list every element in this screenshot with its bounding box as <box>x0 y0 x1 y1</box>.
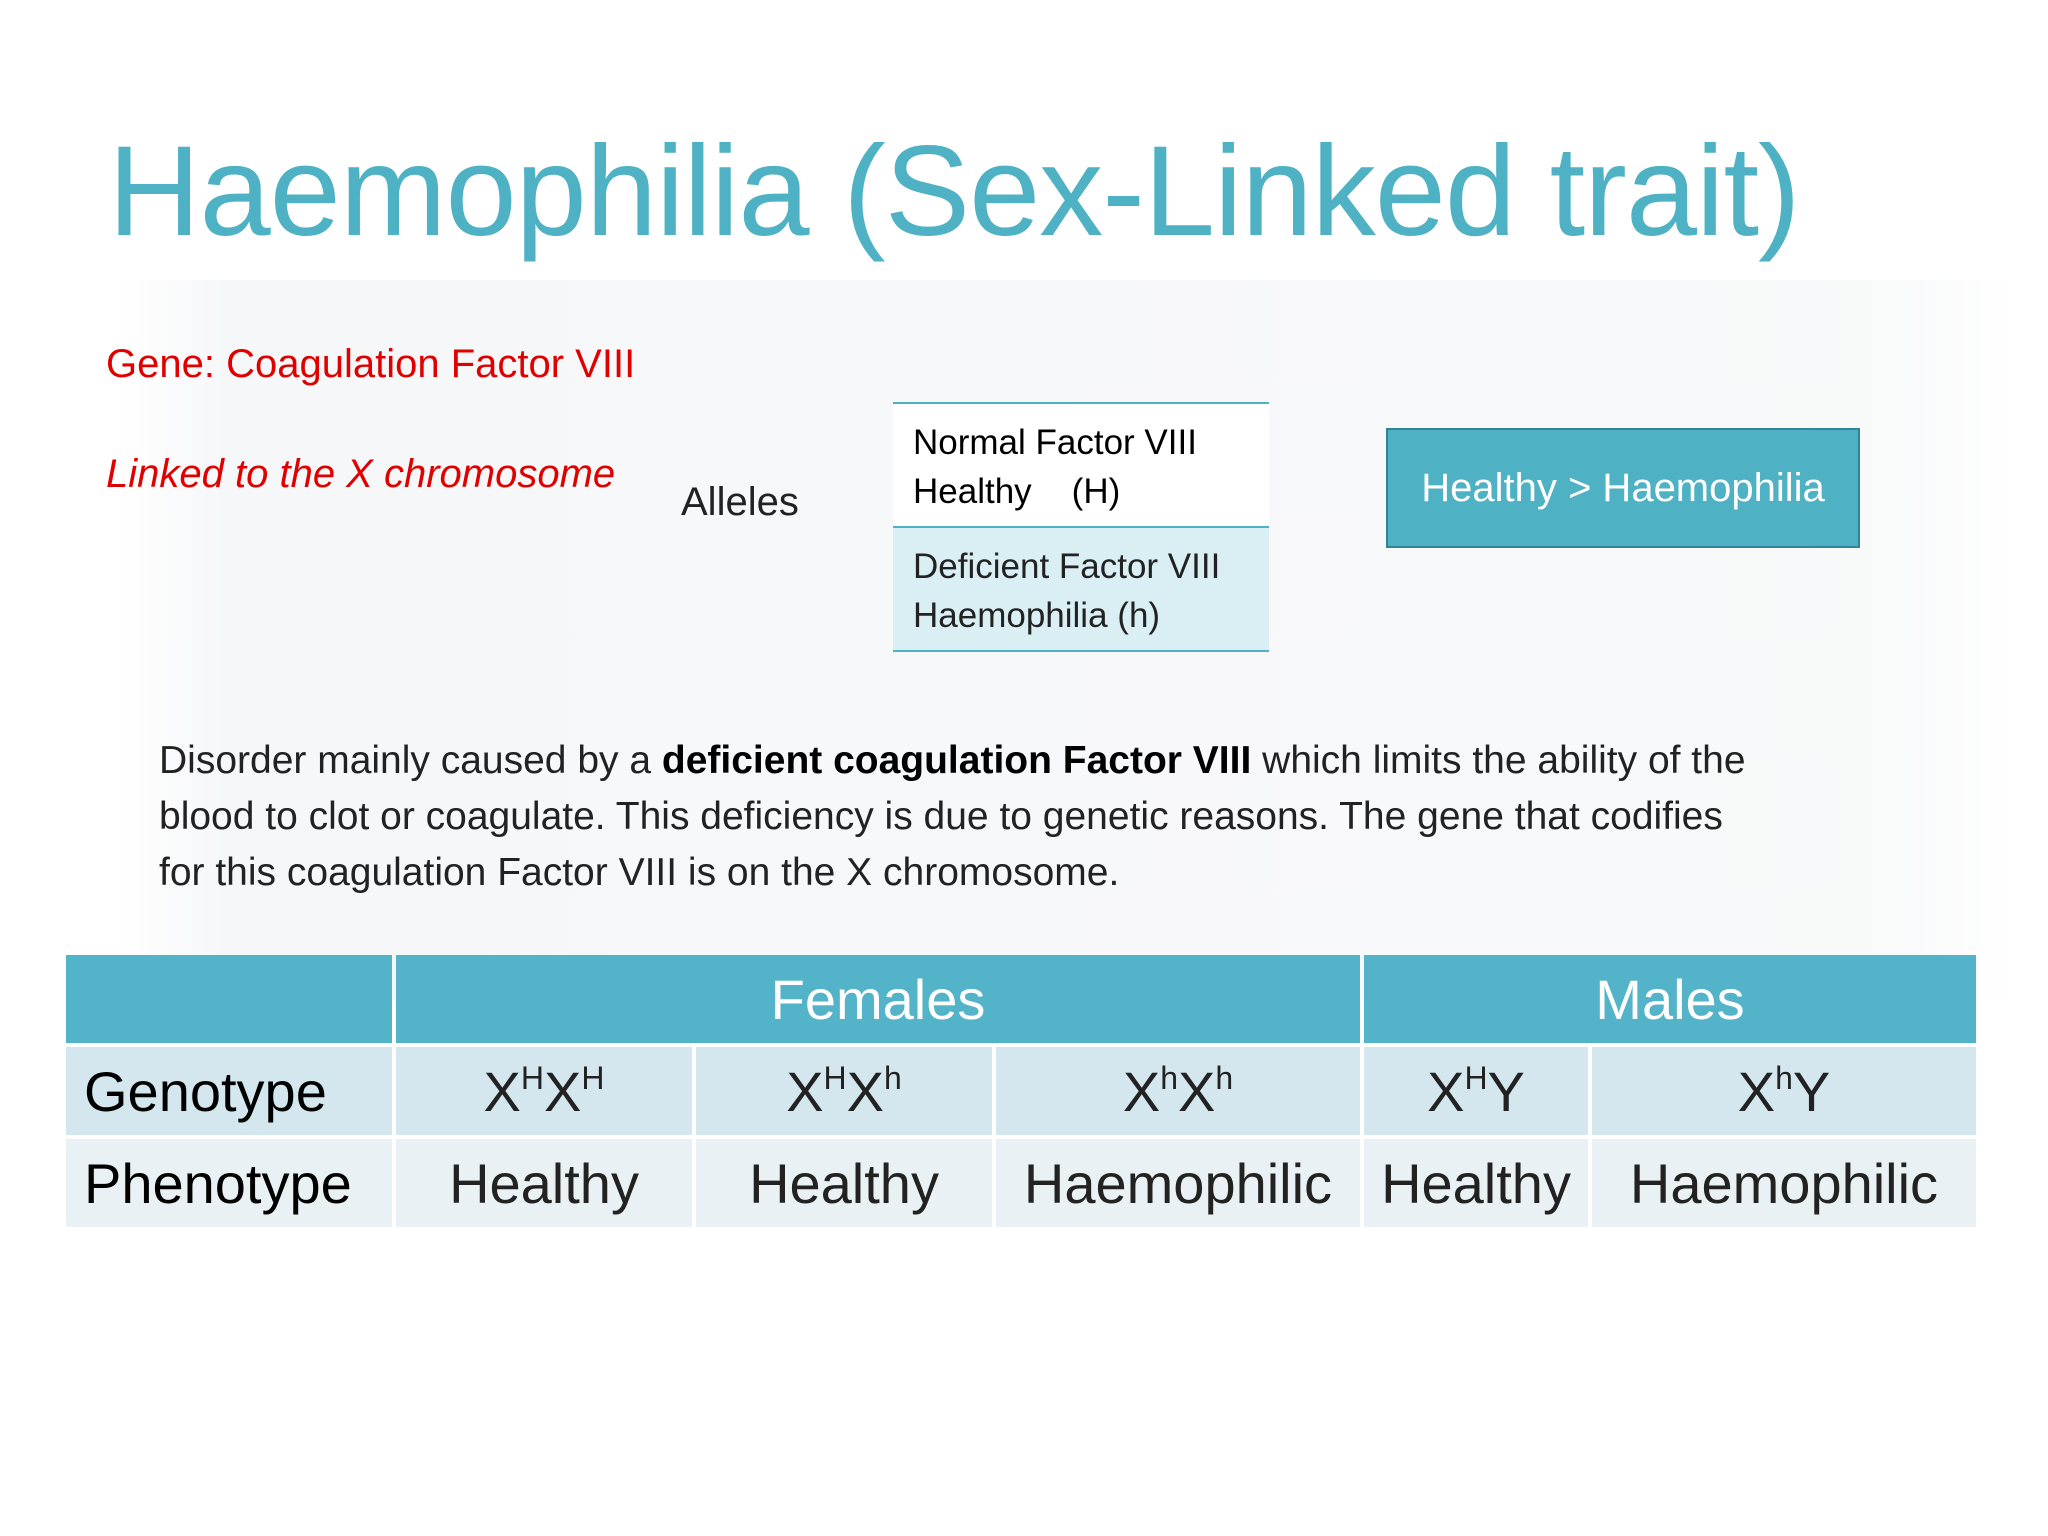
alleles-table: Normal Factor VIII Healthy (H) Deficient … <box>893 402 1269 652</box>
allele-normal-line2: Healthy (H) <box>913 467 1249 516</box>
phenotype-label: Phenotype <box>66 1139 392 1227</box>
description-paragraph: Disorder mainly caused by a deficient co… <box>159 733 1779 901</box>
genotype-cell: XHXH <box>396 1047 692 1135</box>
allele-deficient-line1: Deficient Factor VIII <box>913 547 1221 586</box>
gene-label: Gene: Coagulation Factor VIII <box>106 342 636 386</box>
genotype-allele: h <box>1215 1059 1234 1096</box>
genotype-chrom: X <box>1737 1059 1776 1123</box>
genotype-chrom: X <box>544 1059 582 1123</box>
allele-normal: Normal Factor VIII Healthy (H) <box>893 404 1269 526</box>
genotype-label: Genotype <box>66 1047 392 1135</box>
genotype-chrom: Y <box>1487 1059 1525 1123</box>
genotype-allele: h <box>1160 1059 1178 1096</box>
phenotype-cell: Haemophilic <box>996 1139 1360 1227</box>
allele-normal-symbol: (H) <box>1071 472 1121 511</box>
phenotype-cell: Healthy <box>396 1139 692 1227</box>
genotype-chrom: X <box>846 1059 885 1123</box>
description-after: which limits the ability of the blood to… <box>159 739 1746 894</box>
genotype-chrom: X <box>1122 1059 1161 1123</box>
genotype-phenotype-table: Females Males Genotype XHXH XHXh XhXh XH… <box>62 951 1980 1231</box>
linkage-note: Linked to the X chromosome <box>106 452 616 496</box>
females-header: Females <box>396 955 1360 1043</box>
genotype-chrom: X <box>786 1059 824 1123</box>
genotype-allele: H <box>1464 1059 1488 1096</box>
genotype-chrom: X <box>483 1059 521 1123</box>
description-bold: deficient coagulation Factor VIII <box>661 739 1252 782</box>
phenotype-cell: Haemophilic <box>1592 1139 1976 1227</box>
genotype-chrom: Y <box>1792 1059 1831 1123</box>
allele-deficient-name: Haemophilia <box>913 596 1108 635</box>
allele-normal-line1: Normal Factor VIII <box>913 423 1197 462</box>
dominance-box: Healthy > Haemophilia <box>1386 428 1860 548</box>
phenotype-cell: Healthy <box>1364 1139 1588 1227</box>
males-header: Males <box>1364 955 1976 1043</box>
table-corner-cell <box>66 955 392 1043</box>
allele-deficient: Deficient Factor VIII Haemophilia (h) <box>893 526 1269 650</box>
genotype-allele: H <box>823 1059 847 1096</box>
alleles-label: Alleles <box>681 480 799 524</box>
genotype-cell: XHY <box>1364 1047 1588 1135</box>
genotype-row: Genotype XHXH XHXh XhXh XHY XhY <box>66 1047 1976 1135</box>
genotype-chrom: X <box>1427 1059 1465 1123</box>
genotype-allele: h <box>884 1059 902 1096</box>
allele-deficient-line2: Haemophilia (h) <box>913 591 1249 640</box>
genotype-allele: h <box>1775 1059 1793 1096</box>
phenotype-row: Phenotype Healthy Healthy Haemophilic He… <box>66 1139 1976 1227</box>
table-header-row: Females Males <box>66 955 1976 1043</box>
description-before: Disorder mainly caused by a <box>159 739 662 782</box>
allele-deficient-symbol: (h) <box>1117 596 1161 635</box>
phenotype-cell: Healthy <box>696 1139 992 1227</box>
allele-normal-name: Healthy <box>913 472 1032 511</box>
genotype-cell: XhY <box>1592 1047 1976 1135</box>
genotype-cell: XHXh <box>696 1047 992 1135</box>
slide-title: Haemophilia (Sex-Linked trait) <box>108 120 1801 263</box>
genotype-allele: H <box>581 1059 605 1096</box>
genotype-allele: H <box>520 1059 544 1096</box>
genotype-chrom: X <box>1178 1059 1216 1123</box>
genotype-cell: XhXh <box>996 1047 1360 1135</box>
